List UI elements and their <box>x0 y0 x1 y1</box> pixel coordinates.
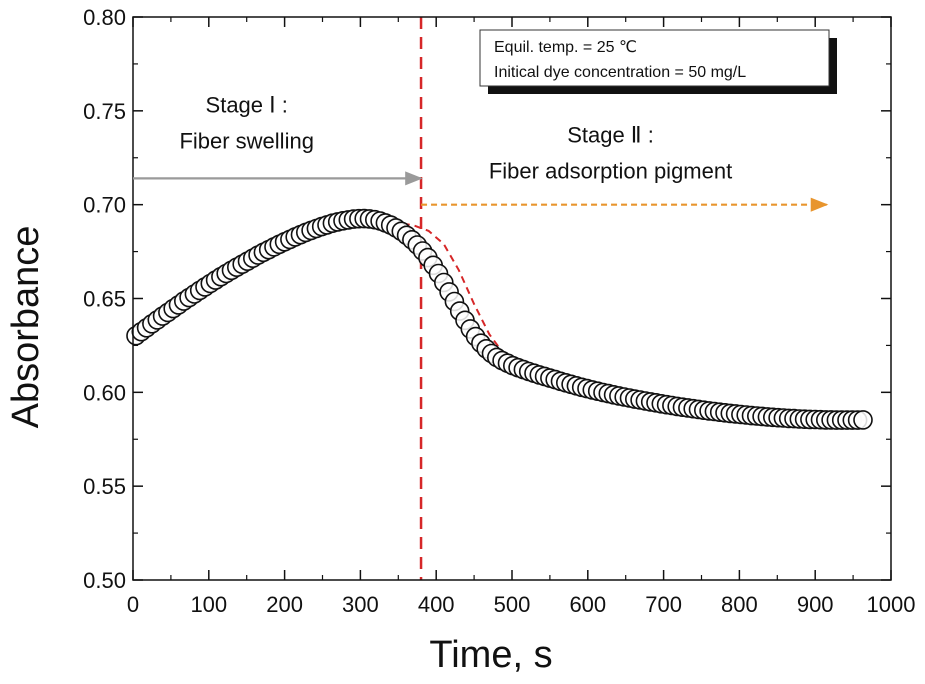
y-tick-label: 0.80 <box>83 5 126 30</box>
x-tick-label: 200 <box>266 592 303 617</box>
x-tick-label: 300 <box>342 592 379 617</box>
fit-curve-dashed <box>132 220 865 422</box>
x-tick-label: 600 <box>569 592 606 617</box>
y-tick-label: 0.65 <box>83 287 126 312</box>
y-tick-label: 0.70 <box>83 193 126 218</box>
y-tick-label: 0.55 <box>83 474 126 499</box>
y-axis-title: Absorbance <box>5 226 47 429</box>
stage-annotation-1: Stage Ⅰ : <box>206 93 288 118</box>
legend-line-1: Equil. temp. = 25 ℃ <box>494 39 637 56</box>
x-axis-title: Time, s <box>429 634 552 676</box>
y-tick-label: 0.50 <box>83 568 126 593</box>
stage-annotation-3: Stage Ⅱ : <box>567 123 654 148</box>
x-tick-label: 1000 <box>867 592 916 617</box>
x-tick-label: 800 <box>721 592 758 617</box>
legend-line-2: Initical dye concentration = 50 mg/L <box>494 64 746 81</box>
stage-annotation-4: Fiber adsorption pigment <box>489 158 732 183</box>
y-tick-label: 0.60 <box>83 380 126 405</box>
x-tick-label: 900 <box>797 592 834 617</box>
legend-box <box>479 29 830 87</box>
x-tick-label: 0 <box>127 592 139 617</box>
y-tick-label: 0.75 <box>83 99 126 124</box>
x-tick-label: 100 <box>190 592 227 617</box>
x-tick-label: 400 <box>418 592 455 617</box>
x-tick-label: 500 <box>494 592 531 617</box>
stage-annotation-2: Fiber swelling <box>179 128 314 153</box>
x-tick-label: 700 <box>645 592 682 617</box>
data-point <box>853 410 873 430</box>
